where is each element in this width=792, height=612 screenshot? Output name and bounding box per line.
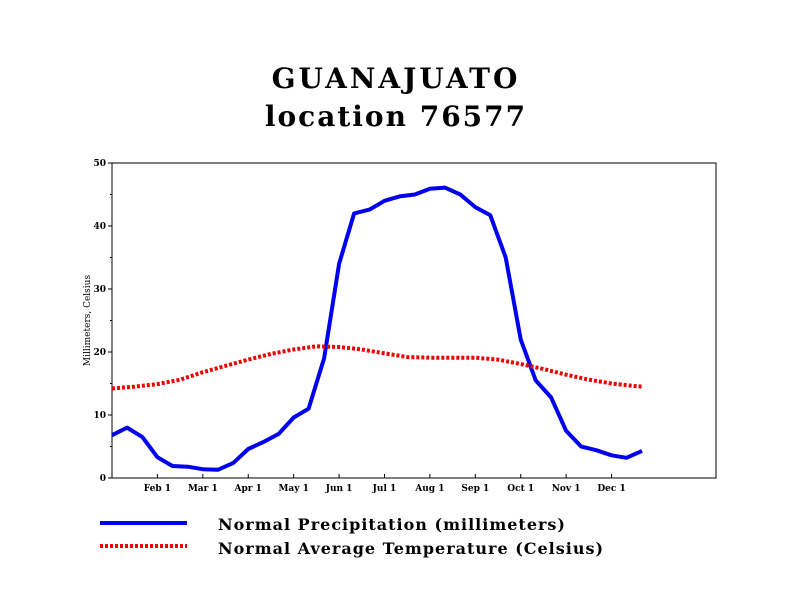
y-tick-label: 0 <box>100 474 106 484</box>
x-tick-label: Jun 1 <box>325 484 353 494</box>
y-axis: 0 10 20 30 40 50 <box>93 159 112 484</box>
chart-subtitle: location 76577 <box>264 100 528 133</box>
y-tick-label: 20 <box>93 348 106 358</box>
y-tick-label: 30 <box>93 285 106 295</box>
series-line-temperature <box>111 344 643 391</box>
x-tick-label: Oct 1 <box>507 484 534 494</box>
x-tick-label: Sep 1 <box>461 484 489 494</box>
y-tick-label: 40 <box>93 222 106 232</box>
series-layer <box>111 185 643 472</box>
legend-label-temperature: Normal Average Temperature (Celsius) <box>218 539 605 558</box>
x-tick-label: Apr 1 <box>234 484 262 494</box>
x-tick-label: Aug 1 <box>414 484 444 494</box>
x-tick-label: Jul 1 <box>372 484 397 494</box>
x-tick-label: Nov 1 <box>552 484 581 494</box>
x-tick-label: Mar 1 <box>188 484 218 494</box>
x-axis: Feb 1 Mar 1 Apr 1 May 1 Jun 1 Jul 1 Aug 1 Sep 1… <box>144 474 626 494</box>
chart-title: GUANAJUATO <box>271 62 521 95</box>
legend-label-precipitation: Normal Precipitation (millimeters) <box>218 515 566 534</box>
y-axis-label: Millimeters, Celsius <box>83 275 93 367</box>
plot-frame <box>111 162 717 479</box>
series-line-precipitation <box>111 185 643 472</box>
x-tick-label: May 1 <box>278 484 308 494</box>
x-tick-label: Feb 1 <box>144 484 171 494</box>
y-tick-label: 10 <box>93 411 106 421</box>
x-tick-label: Dec 1 <box>597 484 625 494</box>
y-tick-label: 50 <box>93 159 106 169</box>
